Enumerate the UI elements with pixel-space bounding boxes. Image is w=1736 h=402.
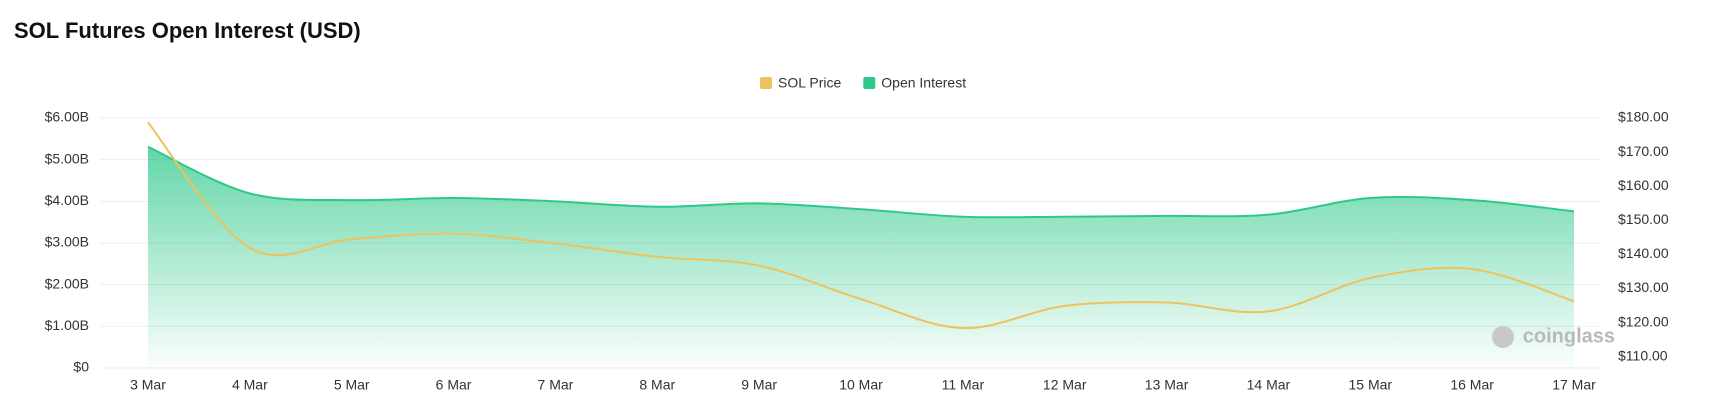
y-tick-label: $6.00B xyxy=(45,109,89,125)
y2-tick-label: $170.00 xyxy=(1618,143,1669,159)
x-tick-label: 8 Mar xyxy=(639,377,675,393)
legend-label: SOL Price xyxy=(778,75,841,91)
price-line xyxy=(147,121,1575,330)
x-tick-label: 15 Mar xyxy=(1348,377,1392,393)
y-tick-label: $2.00B xyxy=(45,275,89,291)
area-fill xyxy=(148,146,1574,368)
x-tick-label: 7 Mar xyxy=(538,377,574,393)
x-tick-label: 9 Mar xyxy=(741,377,777,393)
y2-tick-label: $150.00 xyxy=(1618,211,1669,227)
y-tick-label: $0 xyxy=(73,359,89,375)
x-tick-label: 12 Mar xyxy=(1043,377,1087,393)
y-tick-label: $1.00B xyxy=(45,317,89,333)
legend-label: Open Interest xyxy=(881,75,966,91)
y-tick-label: $4.00B xyxy=(45,192,89,208)
y2-tick-label: $140.00 xyxy=(1618,245,1669,261)
legend-swatch xyxy=(760,77,772,89)
x-tick-label: 16 Mar xyxy=(1450,377,1494,393)
y2-tick-label: $120.00 xyxy=(1618,313,1669,329)
watermark: coinglass xyxy=(1523,325,1615,347)
x-tick-label: 14 Mar xyxy=(1247,377,1291,393)
y2-tick-label: $130.00 xyxy=(1618,279,1669,295)
x-tick-label: 5 Mar xyxy=(334,377,370,393)
x-tick-label: 10 Mar xyxy=(839,377,883,393)
x-tick-label: 11 Mar xyxy=(942,377,985,393)
legend-swatch xyxy=(863,77,876,89)
area-line xyxy=(147,145,1575,219)
y2-tick-label: $160.00 xyxy=(1618,177,1669,193)
x-tick-label: 17 Mar xyxy=(1552,377,1596,393)
y-tick-label: $3.00B xyxy=(45,234,89,250)
x-tick-label: 4 Mar xyxy=(232,377,268,393)
chart-title: SOL Futures Open Interest (USD) xyxy=(14,18,361,43)
x-tick-label: 13 Mar xyxy=(1145,377,1189,393)
x-tick-label: 3 Mar xyxy=(130,377,166,393)
watermark-icon xyxy=(1492,326,1514,348)
x-tick-label: 6 Mar xyxy=(436,377,472,393)
y-tick-label: $5.00B xyxy=(45,150,89,166)
y2-tick-label: $180.00 xyxy=(1618,109,1669,125)
y2-tick-label: $110.00 xyxy=(1618,347,1668,363)
